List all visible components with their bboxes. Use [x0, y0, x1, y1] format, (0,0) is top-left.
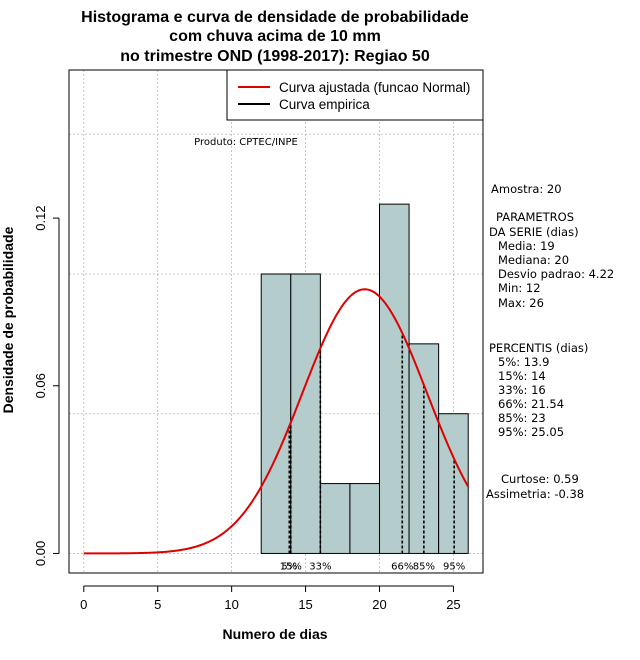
- y-tick-label: 0.06: [33, 373, 48, 398]
- normal-curve: [83, 288, 470, 555]
- stat-percentiles-heading: PERCENTIS (dias): [489, 341, 588, 355]
- x-tick-label: 0: [80, 597, 87, 612]
- stat-stddev: Desvio padrao: 4.22: [498, 267, 614, 281]
- title-line-2: com chuva acima de 10 mm: [169, 28, 381, 45]
- title-line-1: Histograma e curva de densidade de proba…: [81, 9, 469, 26]
- legend-label-fitted: Curva ajustada (funcao Normal): [279, 80, 470, 95]
- percentile-label: 95%: [443, 561, 465, 572]
- y-axis-label: Densidade de probabilidade: [0, 226, 16, 413]
- stats-panel: Amostra: 20 PARAMETROS DA SERIE (dias) M…: [486, 182, 614, 501]
- percentile-label: 66%: [391, 561, 413, 572]
- x-tick-label: 20: [372, 597, 386, 612]
- percentile-lines: 5%15% 33% 66% 85% 95%: [280, 333, 465, 572]
- x-tick-label: 5: [154, 597, 161, 612]
- histogram-bar: [260, 273, 292, 554]
- stat-params-subheading: DA SERIE (dias): [489, 225, 579, 239]
- stat-p5: 5%: 13.9: [498, 355, 549, 369]
- y-tick-label: 0.00: [33, 541, 48, 566]
- chart-title: Histograma e curva de densidade de proba…: [81, 9, 469, 65]
- stat-p85: 85%: 23: [498, 411, 546, 425]
- x-axis-label: Numero de dias: [222, 626, 327, 642]
- x-tick-label: 25: [446, 597, 460, 612]
- legend-box: [226, 69, 484, 121]
- stat-skewness: Assimetria: -0.38: [486, 487, 584, 501]
- legend-label-empirical: Curva empirica: [279, 97, 370, 112]
- stat-median: Mediana: 20: [498, 253, 569, 267]
- histogram-bar: [349, 483, 380, 554]
- stat-sample: Amostra: 20: [491, 182, 562, 196]
- stat-p95: 95%: 25.05: [498, 425, 564, 439]
- stat-min: Min: 12: [498, 281, 541, 295]
- percentile-label: 33%: [309, 561, 331, 572]
- x-axis: 0 5 10 15 20 25: [80, 585, 461, 612]
- title-line-3: no trimestre OND (1998-2017): Regiao 50: [120, 48, 430, 65]
- y-axis: 0.00 0.06 0.12: [33, 205, 60, 566]
- stat-mean: Media: 19: [498, 239, 555, 253]
- stat-p66: 66%: 21.54: [498, 397, 564, 411]
- y-tick-label: 0.12: [33, 205, 48, 230]
- histogram-bars: [260, 203, 469, 554]
- product-label: Produto: CPTEC/INPE: [194, 137, 298, 148]
- x-tick-label: 15: [298, 597, 312, 612]
- histogram-bar: [319, 483, 351, 554]
- histogram-bar: [379, 203, 410, 554]
- x-tick-label: 10: [224, 597, 238, 612]
- stat-params-heading: PARAMETROS: [496, 210, 574, 224]
- stat-kurtosis: Curtose: 0.59: [501, 472, 579, 486]
- stat-max: Max: 26: [498, 296, 544, 310]
- percentile-label: 15%: [280, 561, 302, 572]
- stat-p33: 33%: 16: [498, 383, 546, 397]
- percentile-label: 5%: [281, 561, 297, 572]
- stat-p15: 15%: 14: [498, 369, 546, 383]
- percentile-label: 85%: [413, 561, 435, 572]
- histogram-bar: [290, 273, 321, 554]
- normal-curve-group: [83, 288, 470, 555]
- legend: Curva ajustada (funcao Normal) Curva emp…: [226, 69, 484, 121]
